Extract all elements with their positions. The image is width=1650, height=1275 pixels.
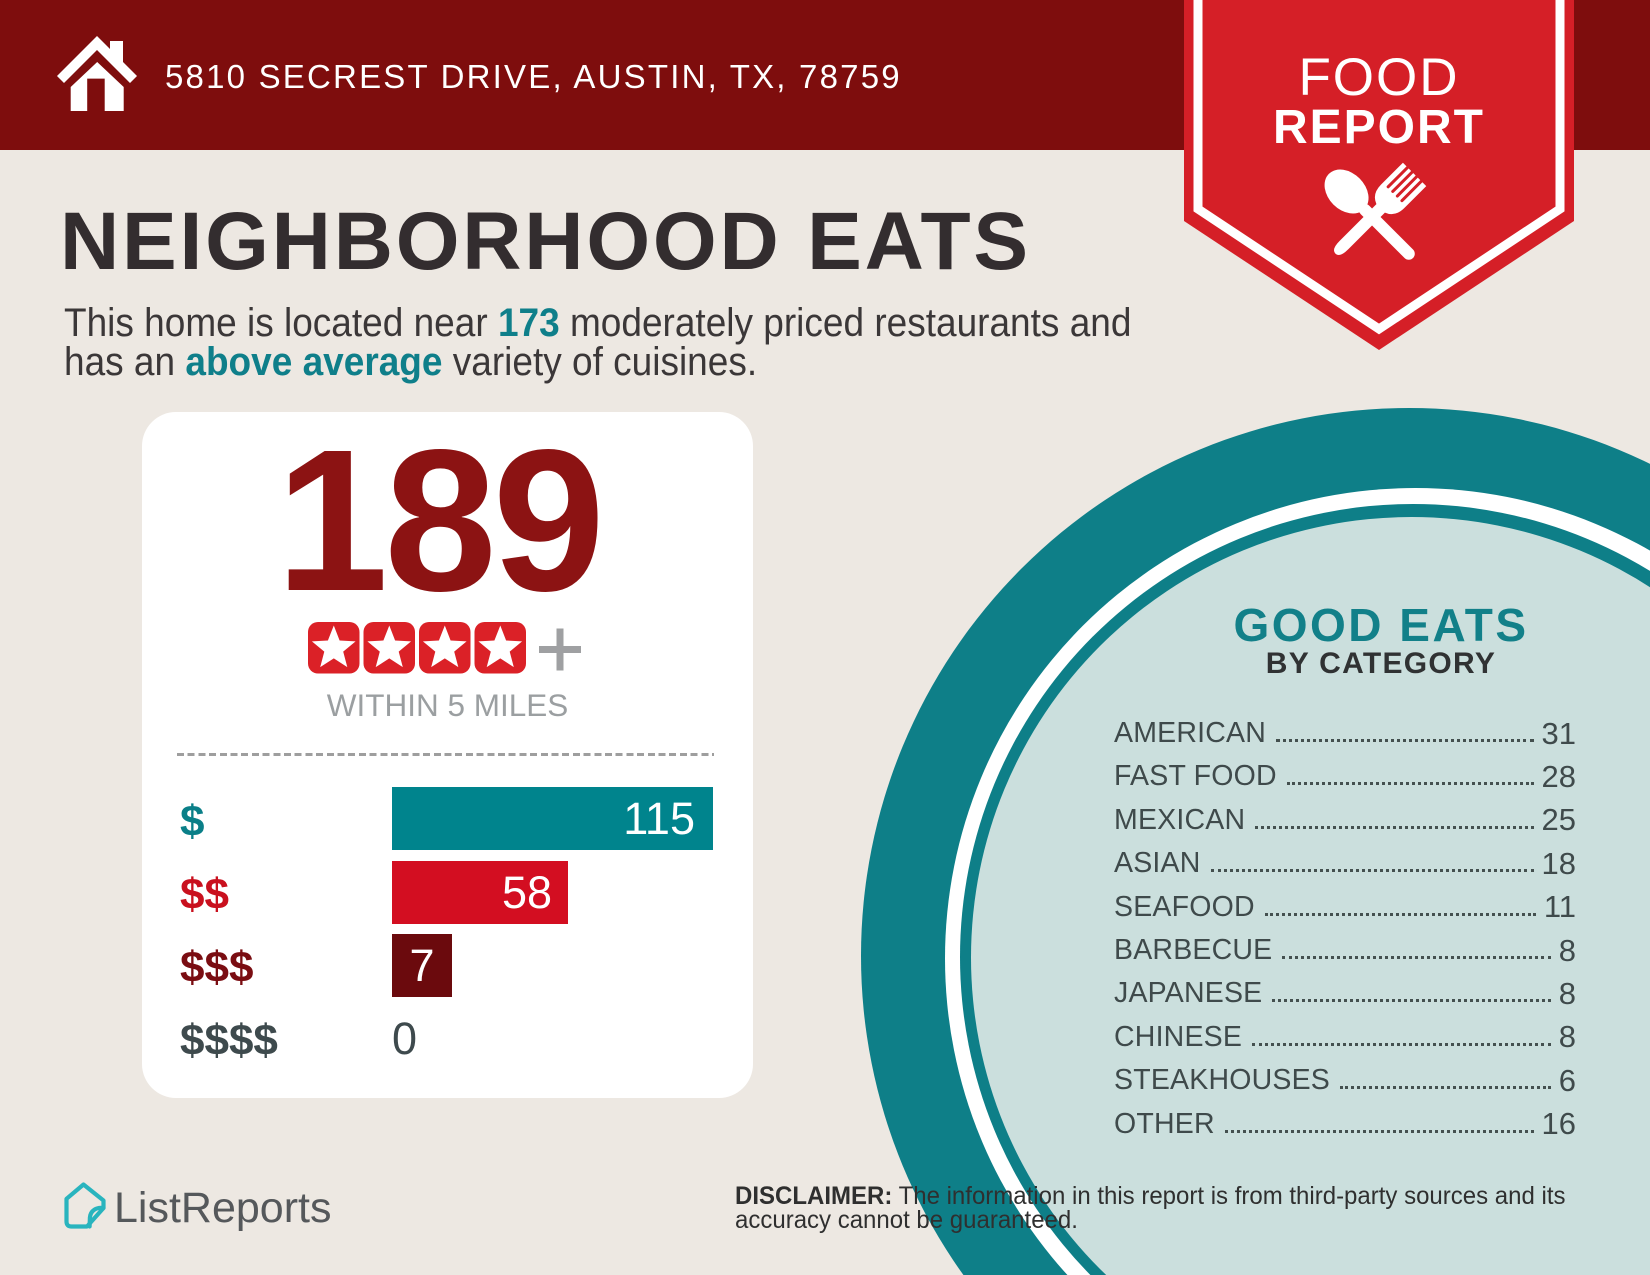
svg-text:FOOD: FOOD	[1298, 48, 1459, 107]
svg-text:REPORT: REPORT	[1273, 101, 1485, 154]
